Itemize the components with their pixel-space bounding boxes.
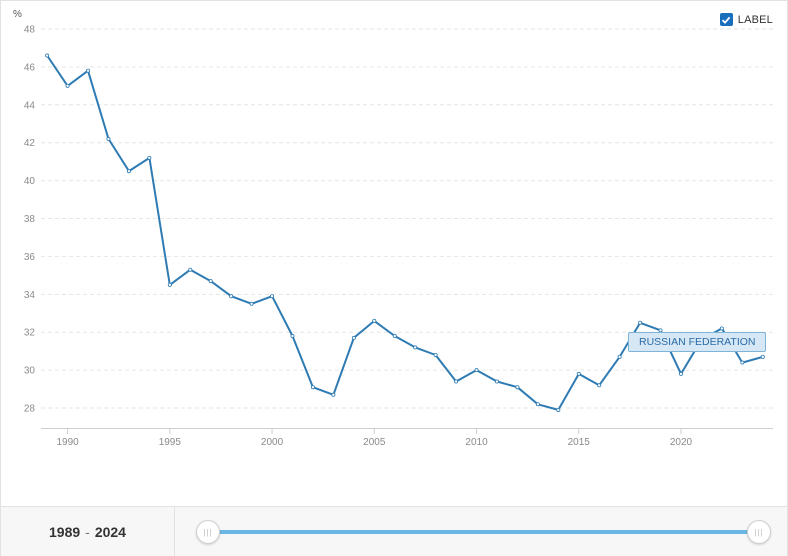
y-tick-label: 40 xyxy=(24,176,36,187)
data-point xyxy=(188,267,193,272)
data-point xyxy=(760,354,765,359)
year-range-slider[interactable]: ||| ||| xyxy=(196,520,771,544)
grip-icon: ||| xyxy=(203,527,213,537)
label-toggle[interactable]: LABEL xyxy=(719,13,773,26)
y-tick-label: 28 xyxy=(24,404,36,415)
data-point xyxy=(372,318,377,323)
data-point xyxy=(229,294,234,299)
data-point xyxy=(454,379,459,384)
y-tick-label: 46 xyxy=(24,62,36,73)
range-end-year: 2024 xyxy=(94,523,126,540)
data-point xyxy=(270,294,275,299)
data-point xyxy=(535,402,540,407)
data-point xyxy=(494,379,499,384)
data-point xyxy=(249,301,254,306)
series-label-russian-federation: RUSSIAN FEDERATION xyxy=(628,332,767,352)
x-tick-label: 2015 xyxy=(568,437,591,448)
data-point xyxy=(719,326,724,331)
data-point xyxy=(658,328,663,333)
year-range-label: 1989 - 2024 xyxy=(1,507,175,556)
y-tick-label: 34 xyxy=(24,290,36,301)
data-point xyxy=(106,136,111,141)
slider-track[interactable] xyxy=(207,530,760,534)
y-tick-label: 42 xyxy=(24,138,36,149)
data-point xyxy=(331,392,336,397)
chart-area: % 28 30 32 34 36 38 40 42 44 46 48 1990 1995 2000 2005 2… xyxy=(1,1,787,506)
line-chart: % 28 30 32 34 36 38 40 42 44 46 48 1990 1995 2000 2005 2… xyxy=(13,9,773,448)
x-tick-label: 2005 xyxy=(363,437,386,448)
y-tick-label: 36 xyxy=(24,252,36,263)
data-point xyxy=(740,360,745,365)
range-start-year: 1989 xyxy=(49,523,81,540)
data-point xyxy=(65,83,70,88)
range-separator: - xyxy=(85,523,90,540)
slider-handle-start[interactable]: ||| xyxy=(196,520,220,544)
data-point xyxy=(86,68,91,73)
range-footer: 1989 - 2024 ||| ||| xyxy=(1,506,787,556)
x-tick-label: 2020 xyxy=(670,437,693,448)
y-tick-label: 44 xyxy=(24,100,36,111)
data-point xyxy=(310,385,315,390)
series-line xyxy=(46,54,764,411)
y-axis-unit-label: % xyxy=(13,9,22,20)
data-point xyxy=(147,155,152,160)
data-point xyxy=(556,407,561,412)
data-point xyxy=(126,169,131,174)
data-point xyxy=(576,371,581,376)
data-point xyxy=(290,334,295,339)
data-point xyxy=(413,345,418,350)
data-point xyxy=(351,335,356,340)
y-tick-label: 48 xyxy=(24,25,36,36)
y-tick-label: 38 xyxy=(24,214,36,225)
x-tick-label: 2000 xyxy=(261,437,284,448)
data-point xyxy=(474,368,479,373)
slider-handle-end[interactable]: ||| xyxy=(747,520,771,544)
checkbox-checked-icon[interactable] xyxy=(719,13,733,26)
data-point xyxy=(617,354,622,359)
data-point xyxy=(167,282,172,287)
data-point xyxy=(597,383,602,388)
y-tick-label: 30 xyxy=(24,366,36,377)
x-tick-label: 1995 xyxy=(159,437,182,448)
x-tick-label: 2010 xyxy=(465,437,488,448)
data-point xyxy=(515,385,520,390)
data-point xyxy=(392,334,397,339)
data-point xyxy=(208,279,213,284)
y-tick-label: 32 xyxy=(24,328,36,339)
x-tick-label: 1990 xyxy=(56,437,79,448)
data-point xyxy=(45,53,50,58)
data-point xyxy=(638,320,643,325)
data-point xyxy=(678,371,683,376)
data-point xyxy=(433,352,438,357)
label-toggle-text: LABEL xyxy=(737,13,773,26)
grip-icon: ||| xyxy=(754,527,764,537)
